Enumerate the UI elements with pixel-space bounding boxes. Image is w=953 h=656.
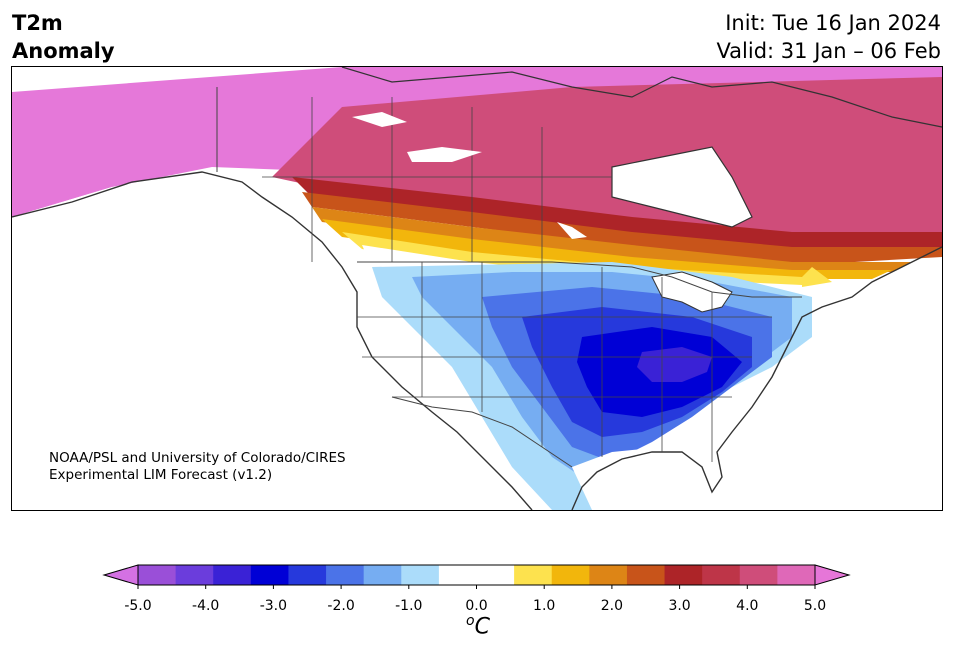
anomaly-region-warm-4	[272, 77, 942, 257]
colorbar-unit: oC	[453, 613, 503, 639]
title-quantity: Anomaly	[12, 39, 115, 63]
colorbar-tick-label: 4.0	[736, 598, 759, 614]
colorbar-tick-label: 1.0	[533, 598, 556, 614]
lake-winnipeg	[557, 222, 587, 239]
colorbar-segment	[476, 565, 515, 585]
credit-line-2: Experimental LIM Forecast (v1.2)	[49, 467, 273, 483]
colorbar-segment	[777, 565, 816, 585]
colorbar-segment	[213, 565, 252, 585]
colorbar-tick-label: -1.0	[395, 598, 423, 614]
colorbar-segment	[551, 565, 590, 585]
forecast-dates: Init: Tue 16 Jan 2024 Valid: 31 Jan – 06…	[716, 9, 941, 65]
colorbar-segment	[175, 565, 214, 585]
colorbar-tick-label: -4.0	[192, 598, 220, 614]
colorbar-segment	[250, 565, 290, 585]
colorbar-tick-label: -2.0	[327, 598, 355, 614]
coastline-hudson	[611, 146, 753, 228]
valid-range: Valid: 31 Jan – 06 Feb	[716, 39, 941, 63]
coastline-west	[12, 171, 533, 510]
colorbar-segment	[626, 565, 666, 585]
great-slave-lake	[407, 147, 482, 162]
init-date: Init: Tue 16 Jan 2024	[725, 11, 941, 35]
anomaly-region-cool-3	[637, 347, 712, 382]
colorbar-segment	[589, 565, 628, 585]
colorbar-tick-label: 0.0	[465, 598, 488, 614]
map-title: T2m Anomaly	[12, 9, 115, 65]
state-borders	[357, 262, 772, 462]
coastline-east	[571, 246, 942, 510]
colorbar-extend-high	[814, 564, 851, 586]
colorbar-segment	[288, 565, 327, 585]
province-borders	[262, 97, 612, 262]
colorbar-segment	[438, 565, 478, 585]
pacific-ocean	[12, 177, 512, 510]
great-bear-lake	[352, 112, 407, 127]
unit-prefix: o	[466, 613, 475, 629]
colorbar-segment	[401, 565, 440, 585]
anomaly-region-warm-3	[292, 177, 942, 257]
colorbar-tick-label: -3.0	[259, 598, 288, 614]
colorbar-ticks	[137, 585, 816, 589]
colorbar-segments	[138, 565, 816, 585]
coastline-arctic	[341, 67, 942, 128]
credit-line-1: NOAA/PSL and University of Colorado/CIRE…	[49, 450, 346, 466]
colorbar-segment	[363, 565, 402, 585]
colorbar-tick-label: 2.0	[600, 598, 624, 614]
colorbar-tick-label: 5.0	[803, 598, 827, 614]
colorbar-tick-label: 3.0	[668, 598, 691, 614]
gulf-of-mexico	[572, 447, 712, 510]
us-mexico-border	[391, 396, 573, 468]
anomaly-map	[12, 67, 942, 510]
hudson-bay	[612, 147, 752, 227]
colorbar-segment	[702, 565, 741, 585]
unit-letter: C	[474, 614, 490, 640]
atlantic-ocean	[712, 297, 942, 510]
colorbar-segment	[138, 565, 177, 585]
anomaly-region-warm-05	[342, 232, 832, 287]
canada-us-border	[357, 261, 802, 298]
title-variable: T2m	[12, 11, 63, 35]
colorbar	[102, 564, 851, 589]
credit-text: NOAA/PSL and University of Colorado/CIRE…	[49, 450, 346, 484]
colorbar-segment	[326, 565, 365, 585]
colorbar-segment	[664, 565, 703, 585]
anomaly-region-warm-25	[302, 192, 942, 265]
anomaly-region-warm-2	[312, 207, 912, 272]
colorbar-tick-label: -5.0	[124, 598, 152, 614]
colorbar-segment	[514, 565, 553, 585]
colorbar-segment	[739, 565, 778, 585]
colorbar-extend-low	[102, 564, 139, 586]
map-panel	[11, 66, 943, 511]
